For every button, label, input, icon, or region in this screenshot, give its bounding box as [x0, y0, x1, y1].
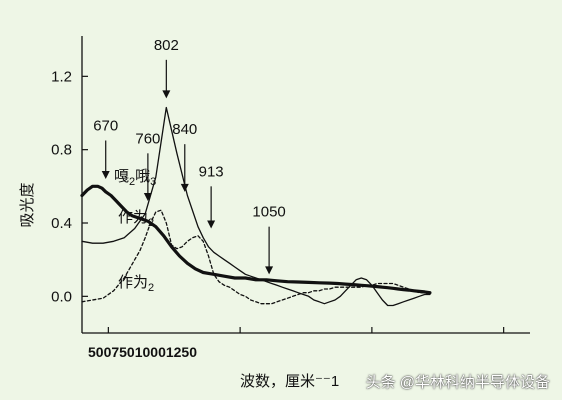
annotation-arrow-head	[162, 90, 171, 99]
y-tick-label: 0.0	[51, 288, 72, 305]
peak-label: 913	[199, 163, 224, 180]
peak-label: 760	[135, 130, 160, 147]
annotation-arrow-head	[101, 171, 110, 179]
y-ticks: 0.0 0.4 0.8 1.2	[51, 68, 88, 305]
x-axis-label: 波数，厘米⁻⁻1	[240, 373, 339, 390]
peak-label: 840	[172, 121, 197, 138]
peak-annotations: 670 760 802 840 913 1050	[93, 37, 286, 275]
series-labels: 嘎2哦3 作为2 作为2	[114, 168, 156, 294]
annotation-arrow-head	[143, 193, 152, 201]
series-label: 作为2	[118, 209, 154, 229]
peak-label: 670	[93, 118, 118, 135]
y-tick-label: 0.4	[51, 215, 72, 232]
annotation-arrow-head	[265, 266, 274, 275]
series-lines	[80, 106, 432, 307]
y-tick-label: 0.8	[51, 142, 72, 159]
annotation-arrow-head	[207, 220, 216, 229]
series-line-bold	[80, 184, 432, 295]
watermark: 头条 @华林科纳半导体设备	[365, 374, 550, 391]
series-label: 嘎2哦3	[114, 168, 156, 188]
y-axis-label: 吸光度	[19, 182, 36, 227]
peak-label: 1050	[252, 204, 285, 221]
peak-label: 802	[154, 37, 179, 54]
annotation-arrow-head	[180, 183, 189, 192]
series-line-solid	[81, 106, 431, 307]
series-line-dashed	[81, 209, 431, 305]
series-label: 作为2	[118, 274, 154, 294]
y-tick-label: 1.2	[51, 68, 72, 85]
axes	[81, 36, 530, 334]
x-tick-labels: 50075010001250	[88, 344, 197, 360]
